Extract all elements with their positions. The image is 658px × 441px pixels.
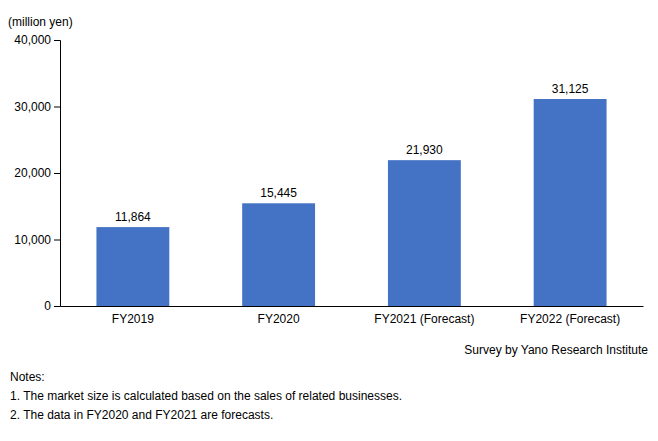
annotation: 2. The data in FY2020 and FY2021 are for… — [10, 408, 273, 422]
y-tick-label: 0 — [44, 299, 51, 313]
data-label: 21,930 — [406, 143, 443, 157]
axis-line — [54, 41, 61, 307]
data-label: 31,125 — [552, 82, 589, 96]
x-tick: FY2021 (Forecast) — [374, 312, 474, 326]
y-tick-mark — [54, 40, 60, 41]
y-tick: 0 — [44, 299, 60, 313]
chart: 010,00020,00030,00040,000FY2019FY2020FY2… — [0, 0, 658, 441]
data-label: 15,445 — [260, 186, 297, 200]
axis-line — [61, 306, 644, 307]
x-tick-label: FY2020 — [258, 312, 300, 326]
y-axis-label: (million yen) — [8, 15, 73, 29]
y-tick-mark — [54, 306, 60, 307]
y-tick-label: 10,000 — [14, 233, 51, 247]
x-tick-label: FY2021 (Forecast) — [374, 312, 474, 326]
annotation: 1. The market size is calculated based o… — [10, 389, 402, 403]
annotation: Survey by Yano Research Institute — [464, 343, 648, 357]
y-axis: 0 10,000 20,000 30,000 40,000 — [14, 33, 60, 313]
x-axis: FY2019 FY2020 FY2021 (Forecast) FY2022 (For… — [61, 307, 644, 326]
bar — [96, 227, 169, 306]
bar — [388, 160, 461, 306]
y-tick-mark — [54, 240, 60, 241]
annotation: Notes: — [10, 370, 45, 384]
bar — [534, 99, 607, 306]
x-tick: FY2020 — [258, 312, 300, 326]
y-tick-mark — [54, 173, 60, 174]
y-tick-mark — [54, 107, 60, 108]
y-tick-label: 40,000 — [14, 33, 51, 47]
data-labels: 11,864 15,445 21,930 31,125 — [115, 82, 589, 224]
x-tick-label: FY2022 (Forecast) — [520, 312, 620, 326]
bars — [96, 99, 606, 306]
x-tick: FY2022 (Forecast) — [520, 312, 620, 326]
y-tick-label: 30,000 — [14, 100, 51, 114]
y-tick: 30,000 — [14, 100, 60, 114]
x-tick-label: FY2019 — [112, 312, 154, 326]
x-tick: FY2019 — [112, 312, 154, 326]
y-tick: 40,000 — [14, 33, 60, 47]
plot: 010,00020,00030,00040,000FY2019FY2020FY2… — [14, 33, 643, 325]
y-tick: 20,000 — [14, 166, 60, 180]
data-label: 11,864 — [115, 210, 151, 224]
y-tick-label: 20,000 — [14, 166, 51, 180]
bar — [242, 203, 315, 306]
y-tick: 10,000 — [14, 233, 60, 247]
